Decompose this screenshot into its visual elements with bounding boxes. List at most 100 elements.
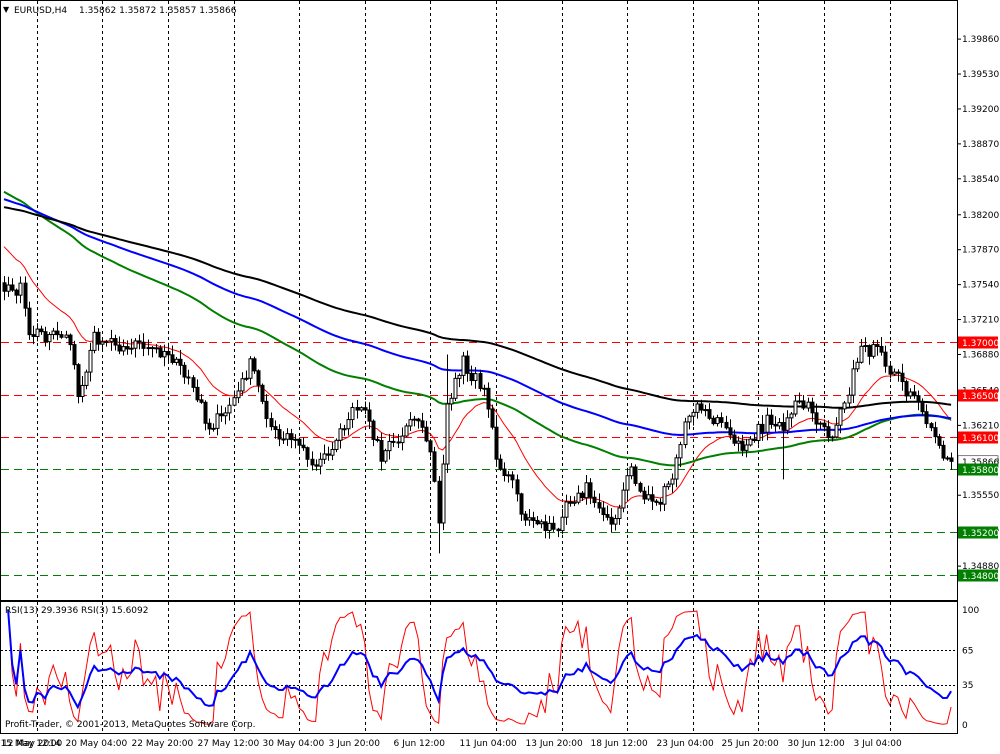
candle-body bbox=[609, 516, 614, 525]
resistance-level-tag bbox=[958, 431, 998, 444]
resistance-level-label: 1.36500 bbox=[962, 392, 999, 402]
time-tick-label: 30 Jun 12:00 bbox=[788, 739, 845, 749]
candle-body bbox=[47, 334, 52, 343]
candle-body bbox=[842, 402, 847, 410]
candle-body bbox=[2, 282, 7, 292]
candle-body bbox=[248, 358, 253, 379]
candle-body bbox=[527, 517, 532, 521]
candle-body bbox=[748, 438, 753, 446]
candle-body bbox=[64, 334, 69, 338]
candle-body bbox=[695, 403, 700, 413]
candle-body bbox=[851, 368, 856, 396]
candle-body bbox=[219, 413, 224, 417]
time-tick-label: 18 Jun 12:00 bbox=[591, 739, 648, 749]
candle-body bbox=[678, 444, 683, 459]
candle-body bbox=[867, 345, 872, 357]
time-tick-label: 25 Jun 20:00 bbox=[722, 739, 779, 749]
candle-body bbox=[732, 434, 737, 444]
candle-body bbox=[240, 378, 245, 392]
candle-body bbox=[498, 458, 503, 470]
candle-body bbox=[576, 492, 581, 503]
candle-body bbox=[166, 350, 171, 356]
candle-body bbox=[863, 345, 868, 348]
candle-body bbox=[182, 364, 187, 378]
candle-body bbox=[662, 486, 667, 505]
candle-body bbox=[929, 423, 934, 429]
candle-body bbox=[379, 440, 384, 462]
candle-body bbox=[797, 400, 802, 403]
moving-average-line bbox=[3, 206, 952, 409]
candle-body bbox=[486, 387, 491, 410]
candle-body bbox=[707, 409, 712, 419]
rsi3-line bbox=[7, 609, 952, 725]
candle-body bbox=[785, 417, 790, 431]
candle-body bbox=[818, 422, 823, 425]
candle-body bbox=[793, 400, 798, 415]
support-level-tag bbox=[958, 526, 998, 539]
resistance-level-label: 1.36100 bbox=[962, 434, 999, 444]
candle-body bbox=[55, 330, 60, 336]
candle-body bbox=[133, 340, 138, 349]
candle-body bbox=[428, 440, 433, 453]
candle-body bbox=[621, 489, 626, 509]
candle-body bbox=[502, 468, 507, 477]
candle-body bbox=[424, 426, 429, 442]
candle-body bbox=[146, 347, 151, 350]
candle-body bbox=[457, 374, 462, 379]
candle-body bbox=[285, 433, 290, 440]
candle-body bbox=[568, 501, 573, 504]
candle-body bbox=[129, 347, 134, 350]
candle-body bbox=[289, 433, 294, 441]
candle-body bbox=[174, 358, 179, 363]
candle-body bbox=[506, 474, 511, 477]
price-tick-label: 1.34880 bbox=[962, 562, 999, 572]
candle-body bbox=[937, 436, 942, 446]
support-level-tag bbox=[958, 569, 998, 582]
candle-body bbox=[371, 420, 376, 440]
candle-body bbox=[338, 428, 343, 441]
price-tick-label: 1.37210 bbox=[962, 316, 999, 326]
candle-body bbox=[482, 387, 487, 390]
candle-body bbox=[658, 501, 663, 505]
candle-body bbox=[547, 522, 552, 531]
candle-body bbox=[588, 482, 593, 498]
time-tick-label: 20 May 04:00 bbox=[66, 739, 128, 749]
candle-body bbox=[35, 328, 40, 337]
candle-body bbox=[916, 395, 921, 403]
candle-body bbox=[416, 418, 421, 422]
candle-body bbox=[43, 331, 48, 343]
candle-body bbox=[400, 435, 405, 444]
candle-body bbox=[104, 340, 109, 343]
candle-body bbox=[178, 358, 183, 366]
candle-body bbox=[68, 334, 73, 346]
candle-body bbox=[515, 479, 520, 495]
candle-body bbox=[326, 453, 331, 456]
candle-body bbox=[490, 408, 495, 428]
candle-body bbox=[564, 501, 569, 518]
candle-body bbox=[814, 412, 819, 425]
candle-body bbox=[396, 441, 401, 444]
dropdown-arrow-icon[interactable]: ▼ bbox=[3, 5, 10, 14]
resistance-level-tag bbox=[958, 389, 998, 402]
candle-body bbox=[236, 390, 241, 399]
candle-body bbox=[715, 417, 720, 425]
candle-body bbox=[18, 282, 23, 296]
price-tick-label: 1.36880 bbox=[962, 350, 999, 360]
candle-body bbox=[834, 424, 839, 438]
candle-body bbox=[523, 513, 528, 521]
candle-body bbox=[14, 289, 19, 296]
candle-body bbox=[945, 457, 950, 460]
candle-body bbox=[871, 344, 876, 357]
moving-average-line bbox=[3, 198, 952, 437]
candle-body bbox=[769, 414, 774, 425]
candle-body bbox=[281, 438, 286, 441]
candle-body bbox=[363, 407, 368, 411]
moving-average-line bbox=[3, 246, 952, 508]
rsi13-line bbox=[7, 609, 952, 710]
candle-body bbox=[765, 414, 770, 433]
candle-body bbox=[383, 450, 388, 462]
candle-body bbox=[449, 397, 454, 405]
